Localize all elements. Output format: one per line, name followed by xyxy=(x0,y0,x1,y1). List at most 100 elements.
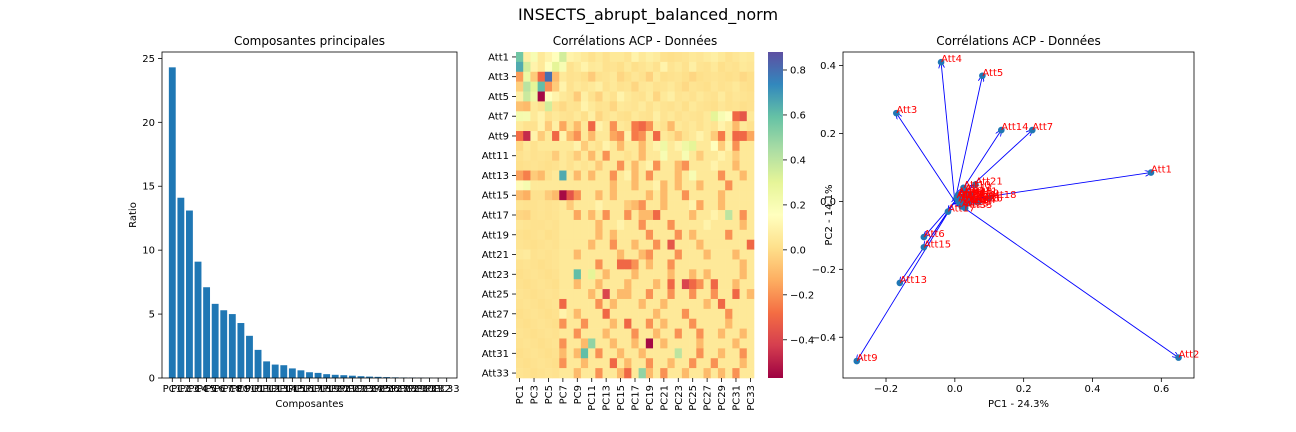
heatmap-cell xyxy=(660,219,668,231)
heatmap-cell xyxy=(573,61,582,73)
y-tick-label: Att3 xyxy=(488,72,509,83)
heatmap-cell xyxy=(580,121,589,132)
heatmap-cell xyxy=(566,358,574,369)
heatmap-cell xyxy=(739,219,748,231)
heatmap-cell xyxy=(667,289,675,300)
heatmap-cell xyxy=(566,328,574,339)
heatmap-cell xyxy=(667,368,675,379)
heatmap-cell xyxy=(595,180,603,191)
heatmap-cell xyxy=(566,71,574,82)
heatmap-cell xyxy=(537,259,546,270)
heatmap-cell xyxy=(674,289,683,300)
heatmap-cell xyxy=(552,111,560,122)
heatmap-cell xyxy=(588,71,596,82)
heatmap-cell xyxy=(725,121,733,132)
heatmap-cell xyxy=(530,279,538,290)
heatmap-cell xyxy=(732,348,740,359)
heatmap-cell xyxy=(552,190,560,201)
heatmap-cell xyxy=(588,269,596,280)
x-tick-label: PC20 xyxy=(322,384,348,395)
heatmap-cell xyxy=(703,348,712,359)
heatmap-cell xyxy=(631,249,639,260)
heatmap-cell xyxy=(638,140,647,152)
heatmap-cell xyxy=(710,229,719,240)
heatmap-cell xyxy=(523,71,531,82)
heatmap-cell xyxy=(616,289,625,300)
heatmap-cell xyxy=(717,219,726,231)
heatmap-cell xyxy=(703,190,712,201)
heatmap-cell xyxy=(609,180,618,191)
heatmap-cell xyxy=(588,219,596,231)
heatmap-cell xyxy=(544,61,553,73)
heatmap-cell xyxy=(660,298,668,310)
heatmap-cell xyxy=(667,150,675,161)
heatmap-cell xyxy=(559,219,567,231)
heatmap-cell xyxy=(523,298,531,310)
heatmap-cell xyxy=(638,131,647,142)
heatmap-cell xyxy=(717,190,726,201)
heatmap-cell xyxy=(681,150,690,161)
heatmap-cell xyxy=(710,318,719,329)
heatmap-cell xyxy=(746,160,755,171)
x-tick-label: PC31 xyxy=(417,384,443,395)
bar xyxy=(168,67,176,378)
heatmap-cell xyxy=(516,239,524,250)
x-tick-label: PC28 xyxy=(391,384,417,395)
heatmap-cell xyxy=(689,229,697,240)
heatmap-cell xyxy=(566,160,574,171)
heatmap-cell xyxy=(725,318,733,329)
heatmap-cell xyxy=(580,239,589,250)
heatmap-cell xyxy=(523,219,531,231)
heatmap-cell xyxy=(552,121,560,132)
heatmap-cell xyxy=(681,289,690,300)
point-label: Att18 xyxy=(989,190,1016,201)
heatmap-cell xyxy=(580,348,589,359)
heatmap-cell xyxy=(595,229,603,240)
y-tick-label: Att31 xyxy=(482,349,509,360)
heatmap-cell xyxy=(710,200,719,211)
heatmap-cell xyxy=(703,52,712,63)
x-tick-label: PC4 xyxy=(188,384,207,395)
heatmap-cell xyxy=(674,180,683,191)
heatmap-cell xyxy=(530,140,538,152)
heatmap-cell xyxy=(523,190,531,201)
x-tick-label: PC10 xyxy=(237,384,263,395)
heatmap-cell xyxy=(552,140,560,152)
heatmap-cell xyxy=(552,348,560,359)
heatmap-cell xyxy=(689,91,697,102)
heatmap-cell xyxy=(595,52,603,63)
heatmap-cell xyxy=(566,239,574,250)
x-tick-label: PC21 xyxy=(331,384,357,395)
heatmap-cell xyxy=(746,249,755,260)
heatmap-cell xyxy=(710,81,719,92)
heatmap-cell xyxy=(580,200,589,211)
heatmap-cell xyxy=(624,52,632,63)
heatmap-cell xyxy=(516,150,524,161)
y-tick-label: −0.4 xyxy=(812,333,836,344)
heatmap-cell xyxy=(710,269,719,280)
x-tick-label: PC18 xyxy=(305,384,331,395)
heatmap-cell xyxy=(653,348,661,359)
heatmap-cell xyxy=(631,279,639,290)
heatmap-cell xyxy=(638,52,647,63)
heatmap-cell xyxy=(739,318,748,329)
heatmap-cell xyxy=(580,81,589,92)
heatmap-cell xyxy=(660,368,668,379)
heatmap-cell xyxy=(588,81,596,92)
heatmap-cell xyxy=(588,61,596,73)
heatmap-cell xyxy=(739,279,748,290)
heatmap-cell xyxy=(739,229,748,240)
bar xyxy=(194,261,202,378)
heatmap-cell xyxy=(559,358,567,369)
x-tick-label: PC9 xyxy=(573,385,584,404)
heatmap-cell xyxy=(573,131,582,142)
heatmap-cell xyxy=(516,131,524,142)
heatmap-cell xyxy=(696,190,704,201)
x-tick-label: PC23 xyxy=(348,384,374,395)
heatmap-cell xyxy=(559,101,567,112)
heatmap-cell xyxy=(653,180,661,191)
heatmap-cell xyxy=(645,140,654,152)
heatmap-cell xyxy=(725,298,733,310)
heatmap-cell xyxy=(588,121,596,132)
heatmap-cell xyxy=(602,131,611,142)
